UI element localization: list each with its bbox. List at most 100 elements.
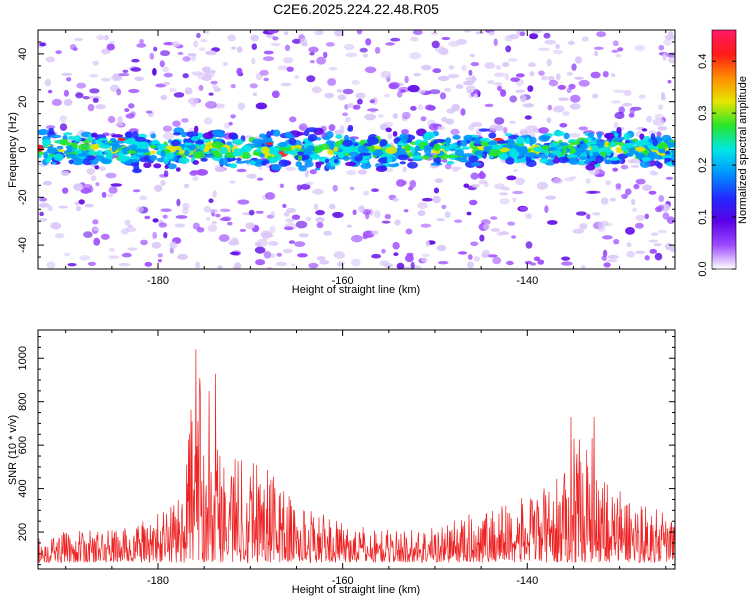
spectrogram-noise-cell	[478, 179, 488, 185]
spectrogram-noise-cell	[548, 79, 559, 87]
spectrogram-band-cell	[42, 139, 52, 146]
spectrogram-noise-cell	[507, 58, 518, 62]
spectrogram-noise-cell	[140, 239, 148, 246]
spectrogram-noise-cell	[444, 87, 451, 92]
spectrogram-band-cell	[463, 134, 474, 141]
spectrogram-noise-cell	[204, 117, 213, 125]
spectrogram-noise-cell	[262, 56, 275, 62]
spectrogram-noise-cell	[509, 95, 517, 103]
spectrogram-noise-cell	[283, 31, 289, 36]
spectrogram-noise-cell	[254, 241, 262, 247]
spectrogram-noise-cell	[51, 98, 63, 106]
spectrogram-noise-cell	[569, 103, 581, 110]
spectrogram-noise-cell	[611, 49, 619, 53]
spectrogram-band-cell	[333, 158, 339, 164]
spectrogram-noise-cell	[562, 111, 570, 116]
spectrogram-noise-cell	[315, 217, 325, 223]
spectrogram-noise-cell	[442, 49, 449, 54]
spectrogram-noise-cell	[294, 75, 300, 79]
spectrogram-band-cell	[562, 146, 567, 154]
colorbar-swatch	[712, 30, 736, 269]
spectrogram-noise-cell	[199, 47, 206, 51]
spectrogram-band-cell	[38, 144, 44, 152]
spectrogram-noise-cell	[663, 38, 672, 46]
spectrogram-noise-cell	[357, 98, 363, 105]
spectrogram-noise-cell	[644, 255, 650, 261]
spectrogram-noise-cell	[538, 127, 549, 134]
spectrogram-noise-cell	[196, 32, 201, 39]
spectrogram-band-cell	[200, 157, 208, 162]
spectrogram-noise-cell	[444, 163, 452, 170]
spectrogram-noise-cell	[315, 209, 325, 216]
spectrogram-noise-cell	[198, 84, 204, 91]
spectrogram-noise-cell	[195, 261, 201, 269]
spectrogram-noise-cell	[479, 170, 485, 178]
spectrogram-noise-cell	[196, 227, 205, 233]
spectrogram-band-cell	[509, 147, 518, 155]
spectrogram-noise-cell	[83, 231, 93, 239]
spectrogram-noise-cell	[371, 230, 379, 236]
spectrogram-noise-cell	[533, 256, 541, 262]
spectrogram-band-cell	[301, 154, 311, 160]
spectrogram-noise-cell	[205, 50, 217, 56]
spectrogram-noise-cell	[208, 92, 214, 96]
spectrogram-noise-cell	[444, 211, 451, 219]
spectrogram-band-cell	[608, 156, 620, 161]
spectrogram-noise-cell	[316, 256, 326, 261]
spectrogram-noise-cell	[499, 198, 510, 205]
spectrogram-noise-cell	[492, 256, 502, 265]
spectrogram-noise-cell	[219, 208, 231, 212]
spectrogram-noise-cell	[410, 105, 417, 111]
spectrogram-noise-cell	[420, 223, 432, 228]
spectrogram-noise-cell	[245, 222, 256, 230]
spectrogram-noise-cell	[396, 262, 405, 269]
spectrogram-band-cell	[251, 138, 264, 145]
spectrogram-noise-cell	[473, 89, 480, 95]
spectrogram-noise-cell	[151, 241, 162, 249]
spectrogram-noise-cell	[547, 75, 555, 81]
spectrogram-noise-cell	[365, 38, 372, 46]
spectrogram-noise-cell	[305, 216, 312, 222]
spectrogram-cells	[38, 30, 675, 269]
spectrogram-noise-cell	[227, 34, 236, 42]
spectrogram-band-cell	[399, 161, 406, 165]
spectrogram-noise-cell	[429, 89, 441, 95]
spectrogram-noise-cell	[612, 40, 619, 47]
spectrogram-noise-cell	[648, 190, 657, 195]
spectrogram-noise-cell	[208, 198, 214, 203]
spectrogram-noise-cell	[646, 115, 653, 123]
spectrogram-noise-cell	[347, 224, 352, 228]
spectrogram-noise-cell	[508, 34, 520, 40]
spectrogram-noise-cell	[433, 187, 440, 194]
spectrogram-band-cell	[566, 154, 578, 158]
spectrogram-band-cell	[496, 140, 508, 144]
spectrogram-band-cell	[639, 133, 645, 140]
spectrogram-noise-cell	[602, 235, 613, 240]
spectrogram-noise-cell	[567, 40, 576, 46]
spectrogram-noise-cell	[215, 166, 226, 173]
y-tick-label: -20	[17, 189, 29, 205]
spectrogram-band-cell	[315, 162, 322, 169]
spectrogram-noise-cell	[668, 31, 674, 36]
spectrogram-noise-cell	[515, 73, 525, 78]
spectrogram-noise-cell	[223, 122, 231, 129]
spectrogram-noise-cell	[334, 30, 344, 37]
spectrogram-noise-cell	[463, 183, 470, 188]
spectrogram-band-cell	[184, 149, 190, 156]
spectrogram-band-cell	[532, 146, 543, 152]
spectrogram-noise-cell	[108, 255, 120, 259]
spectrogram-noise-cell	[282, 203, 287, 208]
spectrogram-noise-cell	[272, 36, 279, 41]
spectrogram-band-cell	[578, 156, 587, 161]
spectrogram-noise-cell	[369, 99, 376, 104]
chart-title: C2E6.2025.224.22.48.R05	[273, 1, 439, 17]
spectrogram-noise-cell	[597, 221, 605, 228]
spectrogram-noise-cell	[653, 243, 662, 247]
spectrogram-noise-cell	[345, 52, 358, 58]
snr-y-label: SNR (10 * v/v)	[7, 415, 19, 485]
spectrogram-noise-cell	[256, 177, 264, 181]
colorbar-tick-label: 0.3	[697, 105, 709, 120]
spectrogram-band-cell	[433, 143, 441, 152]
spectrogram-noise-cell	[664, 34, 675, 40]
spectrogram-band-cell	[491, 144, 503, 150]
